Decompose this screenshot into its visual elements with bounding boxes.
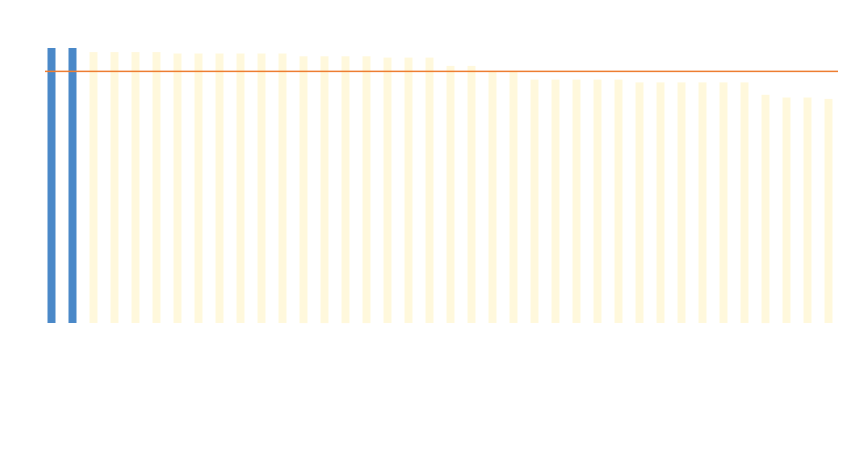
bar: [803, 97, 812, 323]
bar: [698, 82, 707, 324]
bar: [782, 97, 791, 323]
bar: [110, 52, 119, 323]
bar: [215, 53, 224, 323]
bar: [446, 65, 455, 324]
bar: [257, 53, 266, 323]
bar: [278, 53, 287, 323]
bar: [551, 79, 560, 323]
bar: [362, 56, 371, 324]
bar: [236, 53, 245, 323]
bar: [824, 98, 833, 324]
bar: [299, 56, 308, 324]
bar: [341, 56, 350, 324]
bar: [656, 82, 665, 324]
bar: [530, 79, 539, 323]
bar: [404, 57, 413, 323]
bar: [152, 52, 161, 323]
bar: [593, 79, 602, 323]
bar: [194, 53, 203, 323]
bar: [677, 82, 686, 324]
bar: [320, 56, 329, 324]
bar: [614, 79, 623, 323]
bar: [488, 71, 497, 324]
bar-highlighted: [68, 48, 77, 323]
bar-highlighted: [47, 48, 56, 323]
bar: [383, 57, 392, 323]
bar-group: [47, 48, 833, 324]
bar: [719, 82, 728, 324]
bar: [761, 94, 770, 324]
bar: [509, 71, 518, 324]
bar: [572, 79, 581, 323]
bar: [740, 82, 749, 324]
bar: [635, 82, 644, 324]
bar: [131, 52, 140, 323]
bar: [89, 52, 98, 323]
bar: [467, 65, 476, 324]
bar: [173, 53, 182, 323]
bar: [425, 57, 434, 323]
